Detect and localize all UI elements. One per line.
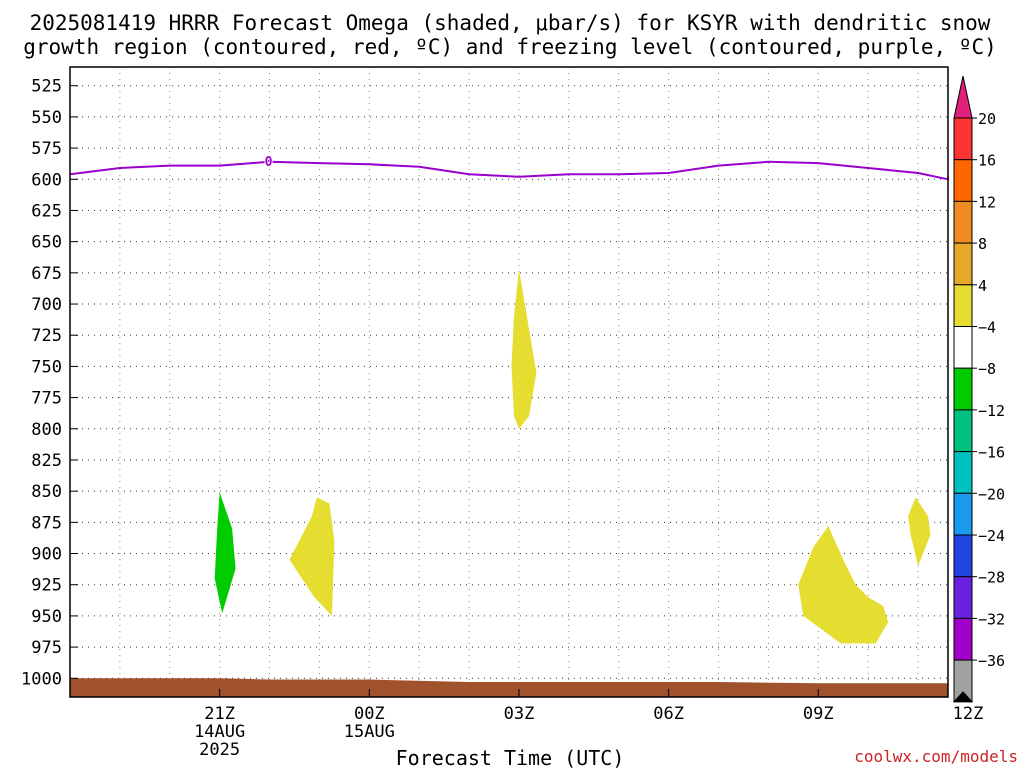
omega-region-5 [908,497,931,566]
x-tick-label-12Z: 12Z [953,704,984,724]
x-axis-label: Forecast Time (UTC) [396,746,625,768]
colorbar-label-8: −12 [978,402,1005,420]
colorbar-segment-3 [953,200,973,244]
y-tick-label-900: 900 [31,545,62,565]
colorbar-segment-1 [953,117,973,161]
y-tick-label-950: 950 [31,607,62,627]
colorbar-label-4: 8 [978,235,987,253]
colorbar-segment-10 [953,492,973,536]
y-tick-label-600: 600 [31,170,62,190]
colorbar-label-3: 12 [978,193,996,211]
colorbar-segment-5 [953,284,973,327]
data-layer: 0 [69,152,949,697]
colorbar-label-9: −16 [978,444,1005,462]
y-tick-label-875: 875 [31,513,62,533]
colorbar-label-5: 4 [978,277,987,295]
freezing-level-label: 0 [265,155,273,170]
colorbar-label-11: −24 [978,527,1005,545]
colorbar-segment-8 [953,409,973,453]
y-tick-label-925: 925 [31,576,62,596]
y-tick-label-975: 975 [31,638,62,658]
freezing-level-line [69,160,949,181]
y-tick-label-625: 625 [31,201,62,221]
plot-frame [69,66,949,698]
x-tick-label-06Z: 06Z [653,704,684,724]
colorbar-segment-6 [953,326,973,369]
credit-text: coolwx.com/models [854,747,1018,766]
freezing-level-label-bg [264,152,273,167]
colorbar: 20 16 12 8 4 −4 −8 −12 −16 −20 −24 −28 −32 −36 [952,75,1005,703]
axes: 525 550 575 600 625 650 675 700 725 750 775 800 825 8… [21,77,983,760]
colorbar-segment-11 [953,534,973,578]
colorbar-label-14: −36 [978,652,1005,670]
x-tick-date-21Z: 14AUG [194,722,245,742]
colorbar-segment-4 [953,242,973,286]
y-tick-label-525: 525 [31,77,62,97]
x-tick-label-03Z: 03Z [504,704,535,724]
colorbar-label-1: 20 [978,110,996,128]
terrain-fill [70,678,948,697]
omega-region-3 [511,269,537,429]
colorbar-bottom-arrow [952,691,974,703]
x-tick-label-00Z: 00Z [354,704,385,724]
gridlines [69,67,948,697]
omega-region-2 [289,497,335,616]
y-tick-label-550: 550 [31,108,62,128]
colorbar-top-arrow [953,75,973,119]
colorbar-segment-12 [953,576,973,619]
y-tick-label-725: 725 [31,326,62,346]
y-tick-label-1000: 1000 [21,669,62,689]
chart-title-line2: growth region (contoured, red, ºC) and f… [23,35,997,59]
y-tick-label-775: 775 [31,389,62,409]
colorbar-label-10: −20 [978,485,1005,503]
y-tick-label-750: 750 [31,357,62,377]
x-tick-year-21Z: 2025 [199,740,240,760]
omega-region-4 [798,526,889,644]
y-tick-label-675: 675 [31,264,62,284]
colorbar-label-6: −4 [978,319,996,337]
y-tick-label-650: 650 [31,233,62,253]
x-tick-label-09Z: 09Z [803,704,834,724]
omega-region-1 [214,492,236,614]
x-tick-label-21Z: 21Z [204,704,235,724]
y-tick-label-800: 800 [31,420,62,440]
colorbar-segment-9 [953,451,973,494]
colorbar-label-12: −28 [978,569,1005,587]
y-tick-label-825: 825 [31,451,62,471]
colorbar-label-7: −8 [978,360,996,378]
chart-title-line1: 2025081419 HRRR Forecast Omega (shaded, … [30,11,991,35]
y-tick-label-850: 850 [31,482,62,502]
y-tick-label-700: 700 [31,295,62,315]
colorbar-segment-2 [953,159,973,202]
x-tick-date-00Z: 15AUG [344,722,395,742]
colorbar-label-2: 16 [978,152,996,170]
colorbar-segment-13 [953,617,973,661]
y-tick-label-575: 575 [31,139,62,159]
colorbar-label-13: −32 [978,610,1005,628]
colorbar-segment-7 [953,367,973,411]
